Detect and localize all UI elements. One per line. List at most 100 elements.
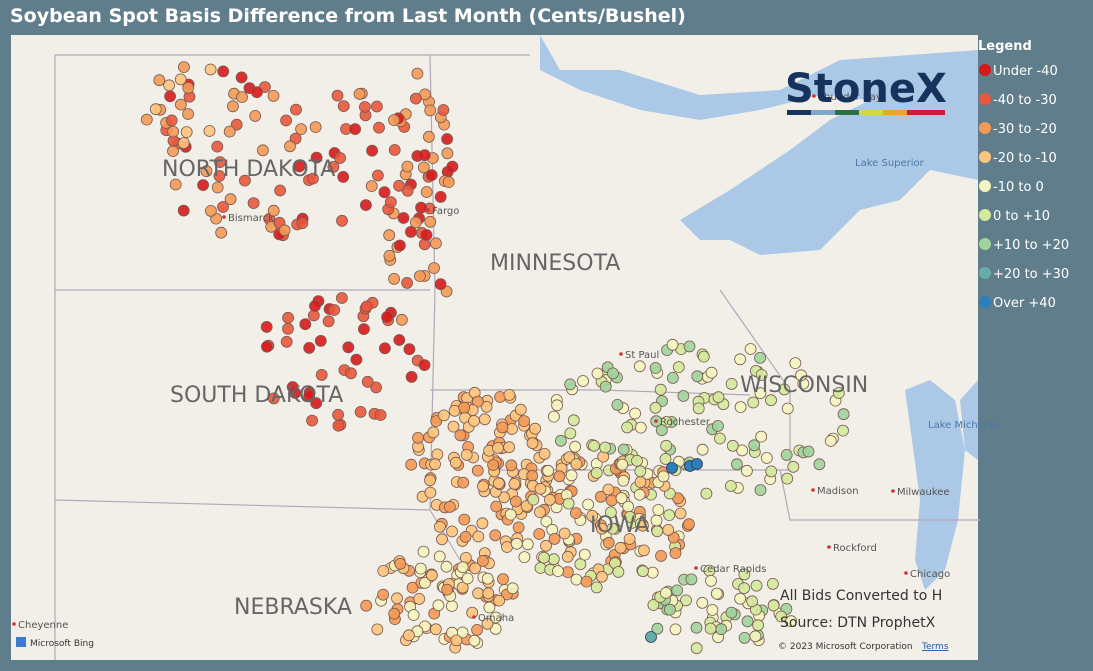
location-dot [651, 622, 664, 635]
place-label: Omaha [478, 613, 514, 624]
location-dot [765, 394, 777, 407]
location-dot [785, 615, 797, 628]
location-dot [734, 401, 747, 414]
place-dot [426, 208, 430, 212]
location-dot [366, 144, 379, 157]
location-dot [705, 575, 717, 587]
location-dot [388, 607, 401, 620]
lake-michigan [905, 380, 965, 590]
location-dot [360, 300, 373, 313]
location-dot [781, 472, 794, 485]
location-dot [429, 623, 442, 636]
location-dot [540, 515, 553, 528]
location-dot [503, 388, 516, 401]
location-dot [280, 335, 293, 348]
location-dot [660, 587, 672, 599]
location-dot [381, 311, 394, 323]
terms-link[interactable]: Terms [921, 642, 949, 652]
location-dot [534, 506, 546, 518]
location-dot [738, 582, 750, 595]
location-dot [481, 617, 494, 630]
location-dot [471, 624, 484, 636]
location-dot [645, 631, 657, 643]
location-dot [496, 421, 509, 434]
location-dot [685, 573, 698, 586]
location-dot [457, 476, 470, 489]
location-dot [690, 642, 703, 655]
location-dot [437, 104, 450, 116]
location-dot [669, 547, 682, 559]
location-dot [683, 340, 696, 353]
location-dot [391, 592, 403, 605]
copyright: © 2023 Microsoft Corporation [778, 642, 913, 652]
location-dot [468, 415, 480, 427]
location-dot [691, 458, 703, 470]
region-label: WISCONSIN [740, 373, 868, 398]
region-labels: NORTH DAKOTA SOUTH DAKOTA MINNESOTA WISCONS… [162, 157, 868, 620]
location-dot [433, 520, 446, 533]
location-dot [564, 427, 577, 440]
location-dot [629, 407, 641, 420]
location-dot [461, 572, 474, 585]
location-dot [602, 483, 615, 496]
location-dot [755, 368, 768, 381]
location-dot [293, 160, 306, 173]
location-dot [306, 172, 319, 185]
location-dot [655, 550, 667, 562]
place-dot [812, 94, 816, 98]
location-dot [538, 447, 551, 460]
location-dot [552, 565, 564, 577]
location-dot [412, 431, 424, 444]
location-dot [167, 125, 180, 138]
location-dot [611, 398, 624, 411]
place-dot [694, 566, 698, 570]
location-dot [413, 270, 426, 283]
location-dot [599, 380, 612, 393]
place-label: Milwaukee [897, 487, 950, 498]
location-dot [710, 587, 723, 600]
location-dot [432, 599, 445, 612]
location-dot [197, 179, 210, 192]
location-dot [441, 133, 454, 145]
location-dot [282, 311, 295, 324]
location-dot [503, 441, 516, 454]
location-dot [383, 229, 396, 242]
location-dot [418, 577, 431, 589]
location-dot [633, 360, 646, 373]
location-dot [409, 216, 422, 229]
place-dot [222, 215, 226, 219]
place-label: Thunder Bay [817, 92, 882, 103]
location-dot [403, 343, 416, 356]
location-dot [177, 61, 190, 73]
location-dot [577, 375, 589, 387]
legend-label: Over +40 [993, 296, 1056, 311]
bing-credit: Microsoft Bing [30, 639, 94, 649]
location-dot [358, 101, 371, 113]
location-dot [357, 323, 370, 336]
location-dot [588, 439, 600, 452]
location-dot [491, 442, 504, 454]
place-dot [619, 352, 623, 356]
legend-label: 0 to +10 [993, 209, 1050, 224]
location-dot [482, 587, 495, 600]
location-dot [570, 507, 582, 519]
location-dot [712, 391, 725, 404]
location-dot [634, 421, 647, 434]
location-dot [781, 402, 794, 415]
legend-swatch [979, 209, 991, 221]
location-dot [296, 217, 309, 230]
location-dot [235, 71, 248, 84]
place-label: St Paul [625, 350, 659, 361]
location-dot [424, 486, 437, 499]
location-dot [393, 239, 406, 252]
place-label: Bismarck [228, 213, 274, 224]
location-dot [140, 113, 153, 126]
location-dot [434, 278, 447, 291]
location-dot [204, 204, 217, 217]
location-dot [529, 422, 541, 435]
location-dot [824, 435, 837, 447]
location-dot [736, 444, 748, 457]
location-dot [767, 599, 780, 612]
location-dot [370, 100, 383, 113]
